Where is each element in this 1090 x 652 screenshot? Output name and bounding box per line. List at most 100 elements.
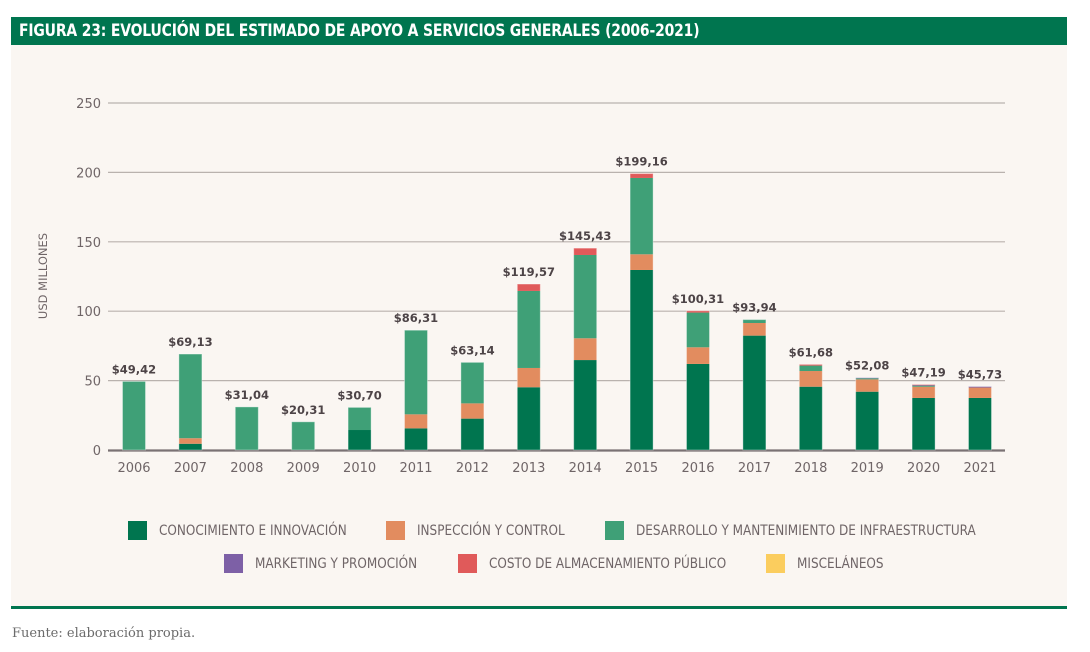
bar-segment [855, 377, 879, 379]
x-tick-label: 2012 [456, 461, 489, 476]
bar-segment [686, 312, 710, 348]
x-axis-ticks: 2006 2007 2008 2009 2010 2011 2012 2013 2014 2015… [117, 461, 996, 476]
legend-item: MISCELÁNEOS [765, 554, 884, 573]
legend-swatch [457, 554, 477, 573]
total-value-label: $100,31 [672, 292, 724, 306]
source-note: Fuente: elaboración propia. [12, 626, 196, 641]
bar-segment [742, 319, 766, 323]
total-value-label: $119,57 [503, 265, 555, 279]
x-tick-label: 2017 [738, 461, 771, 476]
y-axis-ticks: 0 50 100 150 200 250 [76, 97, 101, 459]
legend-row-1: CONOCIMIENTO E INNOVACIÓN INSPECCIÓN Y CO… [128, 521, 976, 540]
x-tick-label: 2013 [512, 461, 545, 476]
bar-segment [799, 386, 823, 450]
bar-segment [799, 365, 823, 372]
bar-segment [178, 438, 202, 444]
legend-swatch [224, 554, 243, 573]
legend-swatch [386, 521, 406, 540]
x-tick-label: 2009 [287, 461, 320, 476]
bar-segment [686, 363, 710, 450]
bar-segment [573, 254, 597, 339]
bar-outline [516, 283, 541, 451]
bar-outline [291, 421, 316, 451]
total-value-label: $199,16 [615, 155, 667, 169]
y-tick-label: 50 [84, 375, 101, 390]
x-tick-label: 2011 [399, 461, 432, 476]
bar-segment [630, 269, 654, 450]
figure-title-bar: FIGURA 23: EVOLUCIÓN DEL ESTIMADO DE APO… [11, 17, 1067, 45]
x-tick-label: 2010 [343, 461, 376, 476]
bar-outline [911, 384, 936, 451]
legend-label: MARKETING Y PROMOCIÓN [255, 555, 418, 572]
legend-item: INSPECCIÓN Y CONTROL [386, 521, 565, 540]
bar-segment [799, 364, 823, 366]
x-tick-label: 2020 [907, 461, 940, 476]
total-value-label: $86,31 [394, 311, 438, 325]
bar-segment [630, 254, 654, 270]
bar-segment [912, 397, 936, 450]
bar-segment [178, 443, 202, 450]
total-value-label: $30,70 [337, 388, 381, 402]
bar-segment [855, 391, 879, 450]
bar-segment [968, 387, 992, 398]
bar-segment [742, 322, 766, 336]
y-axis-title: USD MILLONES [36, 233, 50, 319]
bar-outline [234, 406, 259, 451]
legend-row-2: MARKETING Y PROMOCIÓN COSTO DE ALMACENAMI… [224, 554, 884, 573]
legend-item: COSTO DE ALMACENAMIENTO PÚBLICO [457, 554, 726, 573]
bar-outline [686, 310, 710, 451]
x-tick-label: 2016 [681, 461, 714, 476]
bar-outline [798, 363, 823, 451]
bar-segment [517, 367, 541, 388]
bars [122, 173, 992, 451]
bar-segment [348, 407, 372, 431]
x-tick-label: 2015 [625, 461, 658, 476]
gridlines [108, 102, 1005, 452]
bar-segment [912, 386, 936, 398]
total-value-label: $49,42 [112, 362, 156, 376]
bar-segment [630, 173, 654, 178]
total-value-label: $145,43 [559, 229, 611, 243]
bar-segment [573, 360, 597, 450]
bar-segment [460, 418, 484, 450]
bar-segment [291, 421, 315, 450]
bar-segment [404, 330, 428, 415]
bar-segment [178, 354, 202, 439]
bar-segment [517, 387, 541, 450]
bar-segment [912, 385, 936, 386]
x-tick-label: 2006 [117, 461, 150, 476]
bar-outline [460, 361, 485, 451]
x-tick-label: 2019 [851, 461, 884, 476]
legend-swatch [128, 521, 147, 540]
bar-segment [404, 414, 428, 429]
total-value-label: $69,13 [168, 335, 212, 349]
x-tick-label: 2014 [569, 461, 602, 476]
x-tick-label: 2008 [230, 461, 263, 476]
legend-swatch [765, 554, 785, 573]
bar-segment [460, 362, 484, 404]
bar-segment [742, 335, 766, 450]
bar-segment [235, 406, 259, 450]
total-value-label: $45,73 [958, 368, 1002, 382]
legend-label: MISCELÁNEOS [796, 555, 884, 572]
bar-outline [404, 329, 428, 451]
total-value-label: $20,31 [281, 403, 325, 417]
total-value-label: $93,94 [732, 301, 776, 315]
total-value-label: $47,19 [901, 366, 945, 380]
bar-outline [742, 319, 767, 451]
bar-segment [404, 428, 428, 450]
y-tick-label: 150 [76, 236, 101, 251]
bar-segment [855, 379, 879, 392]
bar-outline [347, 406, 372, 451]
bottom-rule [11, 606, 1067, 609]
bar-segment [573, 338, 597, 361]
bar-segment [122, 381, 146, 450]
bar-segment [686, 310, 710, 313]
bar-segment [855, 378, 879, 380]
legend-label: COSTO DE ALMACENAMIENTO PÚBLICO [488, 555, 726, 572]
y-tick-label: 100 [76, 305, 101, 320]
bar-segment [348, 430, 372, 450]
legend-item: CONOCIMIENTO E INNOVACIÓN [128, 521, 347, 540]
x-tick-label: 2021 [963, 461, 996, 476]
bar-outline [968, 386, 992, 451]
